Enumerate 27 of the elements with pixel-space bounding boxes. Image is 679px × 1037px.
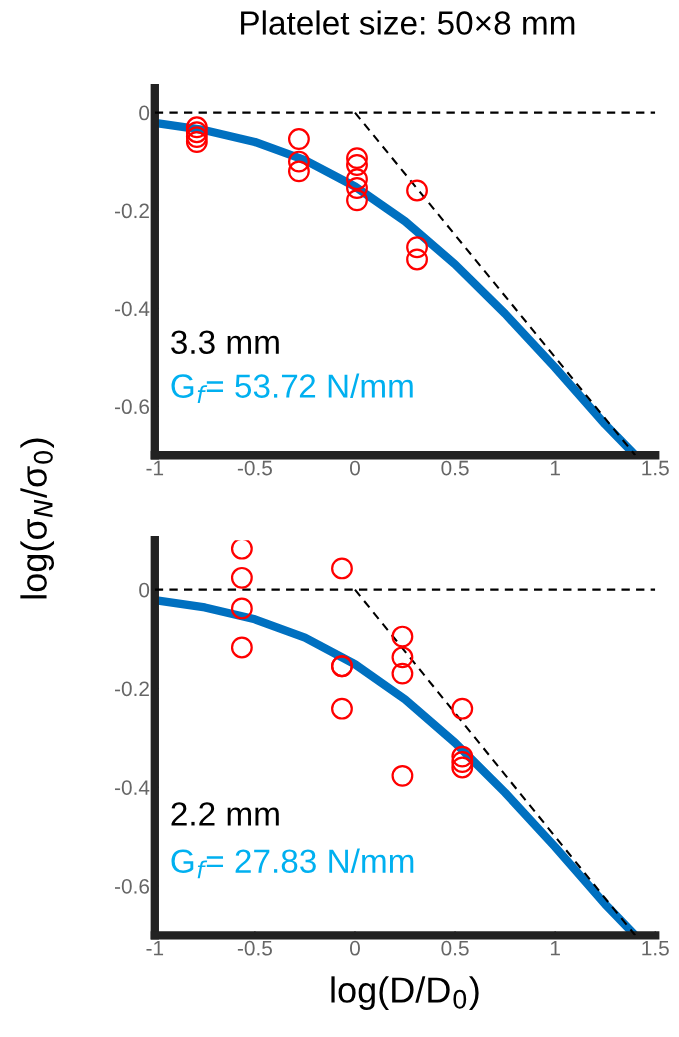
- y-tick-label: -0.2: [114, 681, 149, 697]
- x-tick-label: 0.5: [441, 940, 469, 956]
- y-tick-label: 0: [139, 582, 150, 598]
- y-tick-label: -0.2: [114, 203, 149, 219]
- x-tick-label: -0.5: [237, 460, 272, 476]
- x-tick-label: 0: [350, 460, 360, 476]
- x-tick-label: 1: [550, 941, 560, 956]
- annotation: 2.2 mm: [171, 802, 279, 826]
- annotation: G$_{f}$= 27.83 N/mm: [171, 848, 414, 879]
- x-tick-label: 1: [550, 460, 560, 476]
- x-tick-label: -1: [146, 460, 164, 476]
- annotation: 3.3 mm: [171, 330, 279, 355]
- x-tick-label: 1.5: [642, 941, 669, 956]
- x-tick-label: 0: [350, 940, 360, 956]
- x-axis-title: log(D/D$_{0}$): [331, 976, 479, 1010]
- y-tick-label: -0.6: [114, 878, 150, 894]
- y-tick-label: 0: [139, 105, 150, 121]
- y-tick-label: -0.4: [114, 780, 150, 795]
- x-tick-label: -0.5: [237, 940, 272, 956]
- y-tick-label: -0.4: [114, 301, 150, 317]
- y-axis-title: log(σ$_{N}$/σ$_{0}$): [20, 438, 55, 599]
- chart-title: Platelet size: 50×8 mm: [241, 10, 575, 35]
- x-tick-label: 1.5: [642, 460, 669, 476]
- y-tick-label: -0.6: [114, 399, 150, 415]
- x-tick-label: -1: [146, 941, 164, 956]
- annotation: G$_{f}$= 53.72 N/mm: [171, 373, 413, 404]
- x-tick-label: 0.5: [441, 460, 469, 476]
